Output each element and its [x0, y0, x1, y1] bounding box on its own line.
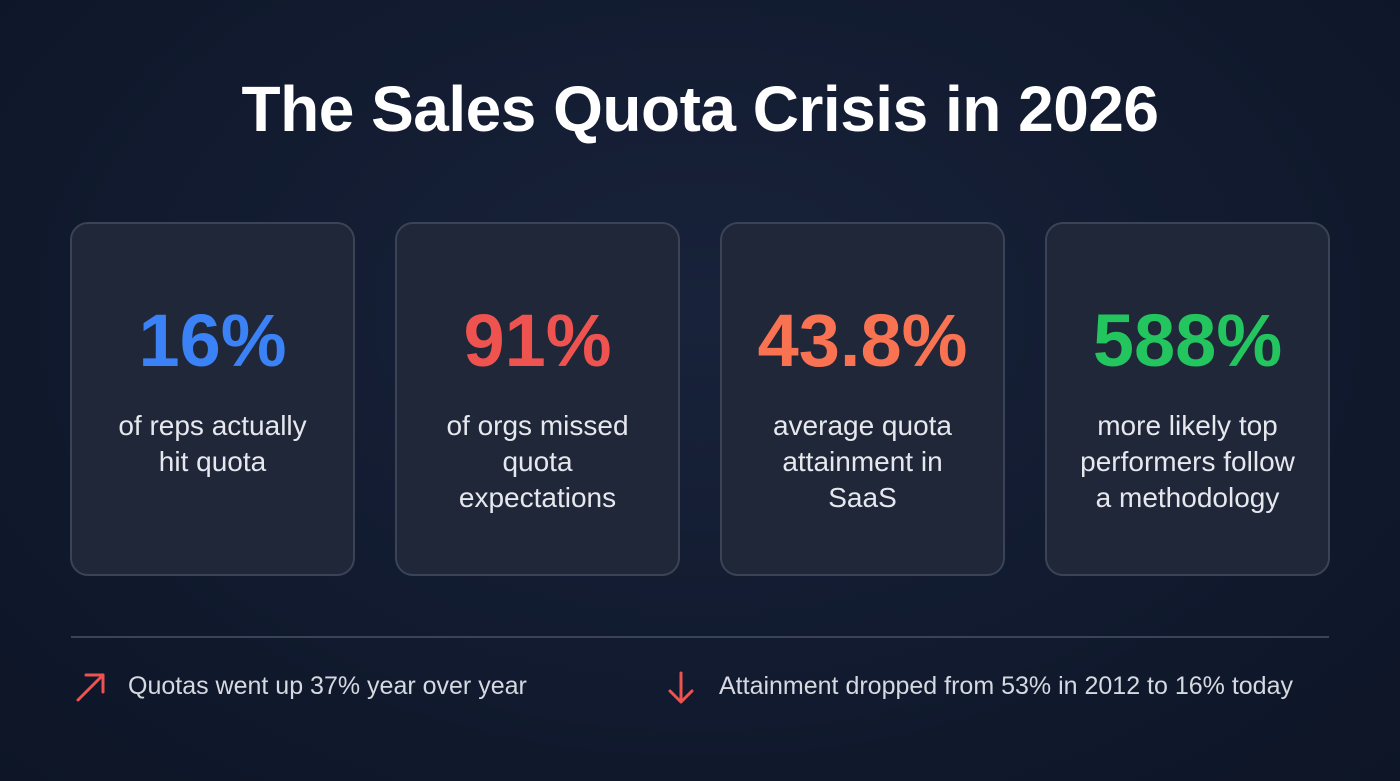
divider: [71, 636, 1329, 638]
arrow-down-icon: [668, 671, 694, 704]
stat-card: 91% of orgs missed quota expectations: [395, 222, 680, 576]
arrow-up-icon: [76, 673, 105, 702]
stat-value: 91%: [463, 299, 612, 382]
stat-description: more likely top performers follow a method…: [1047, 408, 1328, 516]
stat-description: average quota attainment in SaaS: [722, 408, 1003, 516]
description-line: performers follow: [1080, 446, 1295, 477]
stat-description: of reps actually hit quota: [72, 408, 353, 480]
description-line: hit quota: [158, 446, 267, 477]
stat-card: 43.8% average quota attainment in SaaS: [720, 222, 1005, 576]
description-line: quota: [502, 446, 573, 477]
description-line: average quota: [772, 410, 953, 441]
description-line: SaaS: [828, 482, 897, 513]
description-line: of reps actually: [118, 410, 307, 441]
stat-description: of orgs missed quota expectations: [397, 408, 678, 516]
title: The Sales Quota Crisis in 2026: [241, 73, 1159, 145]
stat-value: 16%: [138, 299, 287, 382]
description-line: more likely top: [1097, 410, 1278, 441]
stat-card: 16% of reps actually hit quota: [70, 222, 355, 576]
description-line: a methodology: [1095, 482, 1280, 513]
description-line: expectations: [458, 482, 617, 513]
description-line: of orgs missed: [446, 410, 629, 441]
stat-value: 43.8%: [757, 299, 968, 382]
stat-value: 588%: [1092, 299, 1283, 382]
description-line: attainment in: [782, 446, 943, 477]
footer-note: Quotas went up 37% year over year: [128, 672, 527, 700]
stat-card: 588% more likely top performers follow a me…: [1045, 222, 1330, 576]
footer-note: Attainment dropped from 53% in 2012 to 1…: [719, 672, 1293, 700]
